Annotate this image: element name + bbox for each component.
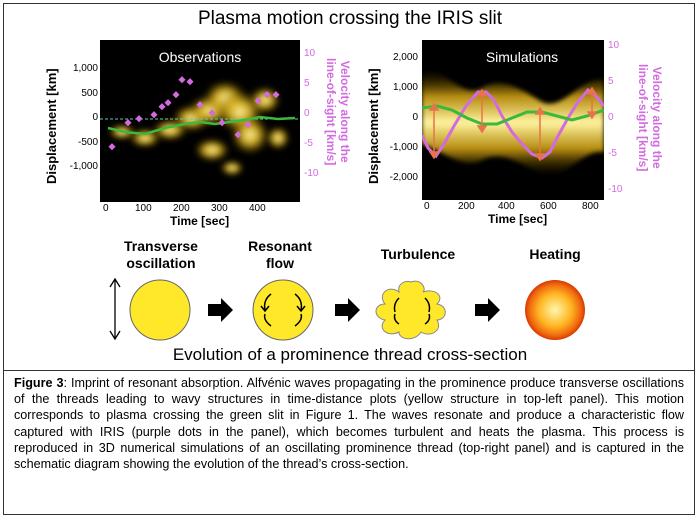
evolution-label: Evolution of a prominence thread cross-s… xyxy=(172,345,528,364)
simulations-ylabel: Displacement [km] xyxy=(366,68,381,184)
turbulence-blob-icon xyxy=(375,280,446,340)
stage-label-resonant: Resonant flow xyxy=(248,238,312,271)
simulations-title: Simulations xyxy=(486,49,558,65)
figure-title: Plasma motion crossing the IRIS slit xyxy=(197,8,503,29)
caption-text: : Imprint of resonant absorption. Alfvén… xyxy=(14,376,684,472)
observation-wavy-structure xyxy=(108,80,290,176)
stage-label-turbulence: Turbulence xyxy=(380,246,456,262)
stage-label-heating: Heating xyxy=(529,246,581,262)
observations-y-ticks-right: 10 5 0 -5 -10 xyxy=(304,48,319,179)
observations-panel: Observations xyxy=(100,40,300,202)
simulations-panel: Simulations xyxy=(422,40,604,200)
observations-ylabel-right: Velocity along the line-of-sight [km/s] xyxy=(324,58,352,166)
simulations-ylabel-right: Velocity along the line-of-sight [km/s] xyxy=(636,64,664,172)
observations-ylabel: Displacement [km] xyxy=(44,68,59,184)
oscillation-double-arrow-icon xyxy=(109,277,121,341)
stage-label-transverse: Transverse oscillation xyxy=(124,238,198,271)
figure-caption: Figure 3: Imprint of resonant absorption… xyxy=(4,370,694,514)
figure-frame xyxy=(3,3,695,515)
observations-xlabel: Time [sec] xyxy=(170,214,230,228)
heating-circle-icon xyxy=(525,280,585,340)
right-arrow-icon xyxy=(335,298,360,322)
cross-section-schematic xyxy=(109,277,585,341)
observations-title: Observations xyxy=(159,49,241,65)
right-arrow-icon xyxy=(208,298,233,322)
simulations-y-ticks-right: 10 5 0 -5 -10 xyxy=(608,40,623,195)
resonant-flow-circle-icon xyxy=(252,279,314,341)
right-arrow-icon xyxy=(475,298,500,322)
observations-y-ticks: 1,000 500 0 -500 -1,000 xyxy=(69,63,98,172)
caption-label: Figure 3 xyxy=(14,376,64,390)
simulation-green-curve xyxy=(422,104,604,126)
transverse-oscillation-circle-icon xyxy=(129,279,191,341)
simulation-wavy-band xyxy=(422,69,604,176)
simulations-y-ticks: 2,000 1,000 0 -1,000 -2,000 xyxy=(389,52,418,183)
simulation-red-arrows xyxy=(428,86,598,162)
simulations-xlabel: Time [sec] xyxy=(488,212,548,226)
simulation-purple-curve xyxy=(422,87,604,160)
observation-green-track xyxy=(107,115,296,136)
observation-purple-dots xyxy=(108,76,280,151)
